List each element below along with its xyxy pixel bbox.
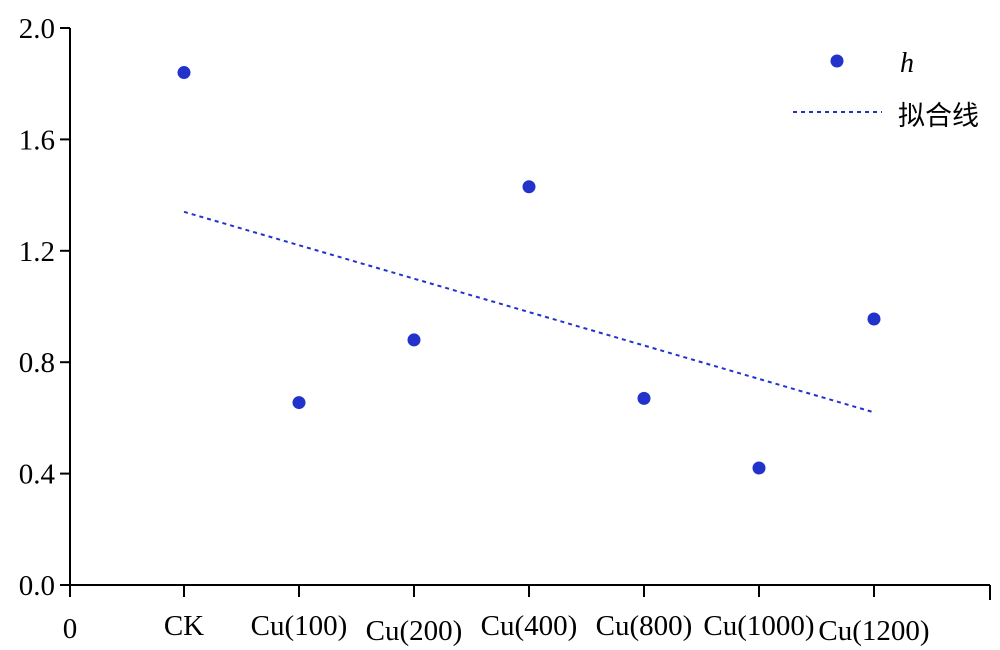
x-tick-label: Cu(1000) [703,610,814,642]
data-point [867,312,881,326]
y-tick-label: 2.0 [19,13,55,45]
fit-line-layer [183,210,875,414]
data-point [407,333,421,347]
y-tick-label: 0.8 [19,347,55,379]
y-tick-label: 0.4 [19,459,56,491]
x-tick-label: Cu(1200) [818,615,929,647]
data-point [522,180,536,194]
data-point [292,396,306,410]
x-tick-label: Cu(400) [481,610,578,642]
data-point [637,391,651,405]
x-tick-label: Cu(800) [596,610,693,642]
axes [69,28,991,600]
x-ticks: 0 CK Cu(100) Cu(200) Cu(400) Cu(800) Cu(1000) C… [63,585,930,647]
data-point [177,66,191,80]
legend-marker-points [830,54,844,68]
x-origin-label: 0 [63,613,78,645]
legend-label-points: h [900,48,914,79]
data-point [752,461,766,475]
legend-label-fit-line: 拟合线 [898,101,979,132]
y-tick-label: 0.0 [19,570,55,602]
y-tick-label: 1.2 [19,236,55,268]
y-tick-label: 1.6 [19,124,55,156]
points-layer [177,66,881,475]
fit-line [183,210,875,414]
x-tick-label: Cu(100) [251,610,348,642]
y-ticks: 0.0 0.4 0.8 1.2 1.6 2.0 [19,13,70,602]
x-tick-label: Cu(200) [366,615,463,647]
legend: h 拟合线 [793,48,979,132]
x-tick-label: CK [164,610,204,642]
